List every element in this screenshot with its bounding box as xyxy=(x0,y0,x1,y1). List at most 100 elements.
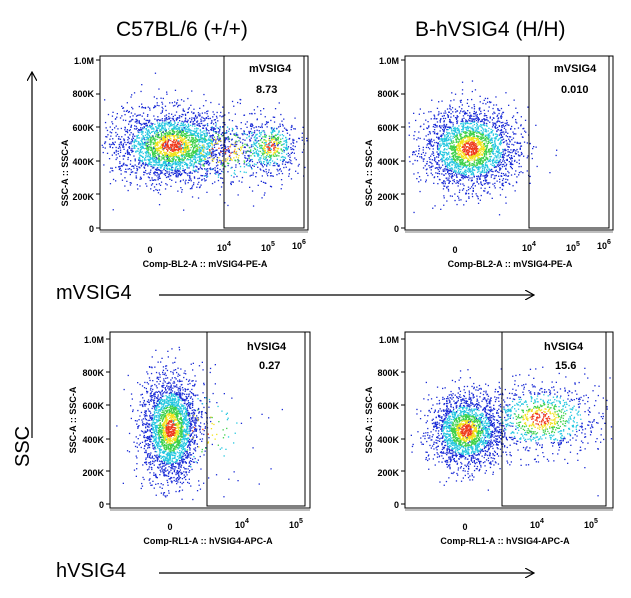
event-dot xyxy=(495,159,497,161)
event-dot xyxy=(175,111,178,113)
event-dot xyxy=(191,119,193,121)
event-dot xyxy=(186,173,188,175)
event-dot xyxy=(183,124,185,126)
event-dot xyxy=(262,158,265,160)
event-dot xyxy=(128,123,130,125)
event-dot xyxy=(456,127,458,130)
event-dot xyxy=(455,170,457,172)
event-dot xyxy=(160,97,162,99)
event-dot xyxy=(177,175,179,177)
event-dot xyxy=(143,128,145,130)
event-dot xyxy=(168,115,170,118)
event-dot xyxy=(252,164,254,167)
event-dot xyxy=(482,156,485,159)
event-dot xyxy=(180,145,183,147)
event-dot xyxy=(186,112,189,114)
event-dot xyxy=(135,172,138,174)
event-dot xyxy=(142,136,144,138)
event-dot xyxy=(116,157,118,159)
event-dot xyxy=(468,130,470,132)
event-dot xyxy=(184,114,187,116)
event-dot xyxy=(265,121,268,123)
event-dot xyxy=(120,165,123,167)
event-dot xyxy=(193,163,195,165)
event-dot xyxy=(260,139,262,141)
event-dot xyxy=(170,149,172,151)
event-dot xyxy=(104,147,106,149)
event-dot xyxy=(145,124,147,126)
event-dot xyxy=(184,140,186,142)
event-dot xyxy=(121,136,123,138)
event-dot xyxy=(282,135,285,137)
event-dot xyxy=(220,151,222,153)
event-dot xyxy=(264,142,266,144)
event-dot xyxy=(484,159,487,161)
event-dot xyxy=(166,169,168,171)
event-dot xyxy=(118,166,120,168)
event-dot xyxy=(178,173,181,175)
event-dot xyxy=(168,156,170,159)
event-dot xyxy=(484,135,487,138)
event-dot xyxy=(248,132,251,135)
event-dot xyxy=(524,119,527,121)
event-dot xyxy=(511,160,513,162)
event-dot xyxy=(149,153,151,155)
event-dot xyxy=(165,130,167,132)
event-dot xyxy=(437,163,439,165)
event-dot xyxy=(133,92,136,94)
event-dot xyxy=(227,164,229,167)
event-dot xyxy=(169,122,171,124)
event-dot xyxy=(164,127,166,129)
event-dot xyxy=(153,115,155,117)
event-dot xyxy=(449,161,451,163)
event-dot xyxy=(175,172,177,174)
event-dot xyxy=(138,137,141,139)
event-dot xyxy=(138,141,140,143)
event-dot xyxy=(185,155,187,158)
event-dot xyxy=(207,152,209,154)
event-dot xyxy=(181,130,183,132)
event-dot xyxy=(485,179,488,181)
event-dot xyxy=(483,175,486,177)
event-dot xyxy=(470,117,472,120)
event-dot xyxy=(129,182,131,184)
event-dot xyxy=(140,90,142,93)
event-dot xyxy=(497,118,499,120)
event-dot xyxy=(292,142,295,144)
event-dot xyxy=(182,109,184,112)
event-dot xyxy=(273,162,275,164)
event-dot xyxy=(251,125,253,128)
event-dot xyxy=(161,111,163,113)
event-dot xyxy=(188,125,190,128)
event-dot xyxy=(122,107,125,109)
event-dot xyxy=(172,119,174,121)
event-dot xyxy=(494,182,496,184)
event-dot xyxy=(505,129,507,131)
event-dot xyxy=(201,112,203,114)
event-dot xyxy=(461,160,463,162)
event-dot xyxy=(168,112,170,115)
event-dot xyxy=(458,170,460,172)
event-dot xyxy=(259,159,261,161)
event-dot xyxy=(146,146,148,148)
event-dot xyxy=(167,160,169,162)
event-dot xyxy=(445,140,447,142)
event-dot xyxy=(184,117,187,119)
event-dot xyxy=(267,163,269,165)
event-dot xyxy=(443,159,445,161)
event-dot xyxy=(465,143,467,145)
event-dot xyxy=(161,103,164,105)
event-dot xyxy=(145,119,147,122)
event-dot xyxy=(475,143,477,145)
event-dot xyxy=(467,110,469,112)
event-dot xyxy=(131,165,134,167)
event-dot xyxy=(476,161,478,163)
event-dot xyxy=(454,130,456,133)
event-dot xyxy=(479,154,481,157)
event-dot xyxy=(486,136,488,138)
event-dot xyxy=(159,184,162,186)
event-dot xyxy=(181,128,183,130)
event-dot xyxy=(158,183,160,185)
event-dot xyxy=(154,152,157,154)
event-dot xyxy=(448,111,450,113)
